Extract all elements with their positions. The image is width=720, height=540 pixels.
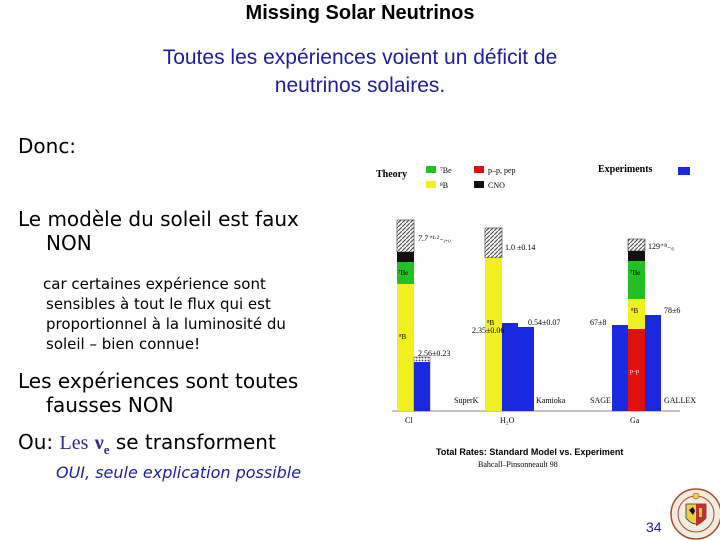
- detail-line-4: soleil – bien connue!: [46, 335, 201, 353]
- label-kamioka: Kamioka: [536, 396, 566, 405]
- sage-exp-bar: [612, 325, 628, 411]
- point-1-line-1: Le modèle du soleil est faux: [18, 207, 299, 231]
- figure-caption-2: Bahcall–Pinsonneault 98: [478, 460, 558, 469]
- nu-subscript: e: [103, 442, 110, 457]
- gallex-exp-value: 78±6: [664, 306, 680, 315]
- kamioka-exp-value: 0.54±0.07: [528, 318, 560, 327]
- figure-caption-1: Total Rates: Standard Model vs. Experime…: [436, 447, 623, 457]
- ga-b8-label: ⁸B: [631, 307, 638, 315]
- legend-experiments: Experiments: [598, 164, 653, 175]
- point-2: Les expériences sont toutes fausses NON: [18, 369, 298, 417]
- axis-label-ga: Ga: [630, 416, 640, 425]
- slide-title: Missing Solar Neutrinos: [245, 2, 475, 24]
- legend-pp-swatch: [474, 166, 484, 173]
- legend-b8: ⁸B: [440, 181, 448, 190]
- conclusion-text: OUI, seule explication possible: [56, 463, 302, 482]
- ga-b8-segment: [628, 299, 645, 329]
- donc-label: Donc:: [18, 134, 77, 158]
- university-seal-icon: [670, 488, 720, 540]
- page-number: 34: [646, 519, 662, 535]
- point-3-prefix: Ou:: [18, 430, 54, 454]
- superk-exp-bar: [502, 323, 518, 411]
- legend-experiment-swatch: [678, 167, 690, 175]
- detail-line-3: proportionnel à la luminosité du: [46, 315, 286, 333]
- nu-symbol: ν: [94, 432, 104, 454]
- point-1: Le modèle du soleil est faux NON: [18, 207, 299, 255]
- label-sage: SAGE: [590, 396, 611, 405]
- legend-theory: Theory: [376, 169, 407, 180]
- slide-subtitle: Toutes les expériences voient un déficit…: [120, 44, 600, 100]
- ga-be7-segment: [628, 261, 645, 299]
- point-2-line-2: fausses NON: [46, 393, 174, 417]
- superk-exp-value: 2.35±0.06: [472, 326, 504, 335]
- cl-be7-segment: [397, 262, 414, 284]
- cl-exp-bar: [414, 362, 430, 411]
- cl-cno-segment: [397, 252, 414, 262]
- ga-theory-value: 129⁺⁸₋₆: [648, 242, 674, 251]
- point-1-line-2: NON: [46, 231, 92, 255]
- subtitle-line-2: neutrinos solaires.: [274, 74, 446, 97]
- cl-theory-bar: [396, 219, 415, 411]
- cl-uncertainty: [396, 219, 415, 253]
- legend-be7: ⁷Be: [440, 166, 452, 175]
- gallex-exp-bar: [645, 315, 661, 411]
- kamioka-exp-bar: [518, 327, 534, 411]
- h2o-b8-label: ⁸B: [487, 319, 494, 327]
- detail-line-1: car certaines expérience sont: [43, 275, 266, 293]
- ga-pp-label: p–p: [630, 369, 639, 375]
- cl-theory-value: 7.7⁺¹·²₋₁.₀: [418, 234, 451, 243]
- point-3-les: Les: [59, 432, 89, 454]
- detail-line-2: sensibles à tout le flux qui est: [46, 295, 271, 313]
- h2o-theory-value: 1.0 ±0.14: [505, 243, 535, 252]
- cl-be7-label: ⁷Be: [398, 269, 408, 277]
- legend-pp: p–p, pep: [488, 166, 516, 175]
- ga-be7-label: ⁷Be: [630, 269, 640, 277]
- point-3: Ou: Les νe se transforment: [18, 430, 276, 462]
- h2o-b8-segment: [485, 258, 502, 411]
- ga-cno-segment: [628, 251, 645, 261]
- legend-cno-swatch: [474, 181, 484, 188]
- detail-block: car certaines expérience sont sensibles …: [43, 274, 286, 354]
- cl-exp-value: 2.56±0.23: [418, 349, 450, 358]
- sage-exp-value: 67±8: [590, 318, 606, 327]
- label-gallex: GALLEX: [664, 396, 696, 405]
- point-3-suffix: se transforment: [115, 430, 276, 454]
- ga-uncertainty: [627, 238, 646, 252]
- ga-theory-bar: [627, 238, 646, 411]
- axis-label-cl: Cl: [405, 416, 413, 425]
- solar-neutrino-figure: Theory ⁷Be ⁸B p–p, pep CNO Experiments ⁷…: [376, 164, 696, 469]
- legend-cno: CNO: [488, 181, 505, 190]
- ga-pp-segment: [628, 329, 645, 411]
- cl-b8-label: ⁸B: [399, 333, 406, 341]
- legend-b8-swatch: [426, 181, 436, 188]
- subtitle-line-1: Toutes les expériences voient un déficit…: [162, 46, 558, 69]
- point-2-line-1: Les expériences sont toutes: [18, 369, 299, 393]
- cl-b8-segment: [397, 284, 414, 411]
- h2o-theory-bar: [484, 227, 503, 411]
- legend-be7-swatch: [426, 166, 436, 173]
- axis-label-h2o: H₂O: [500, 416, 515, 425]
- h2o-uncertainty: [484, 227, 503, 259]
- label-superk: SuperK: [454, 396, 479, 405]
